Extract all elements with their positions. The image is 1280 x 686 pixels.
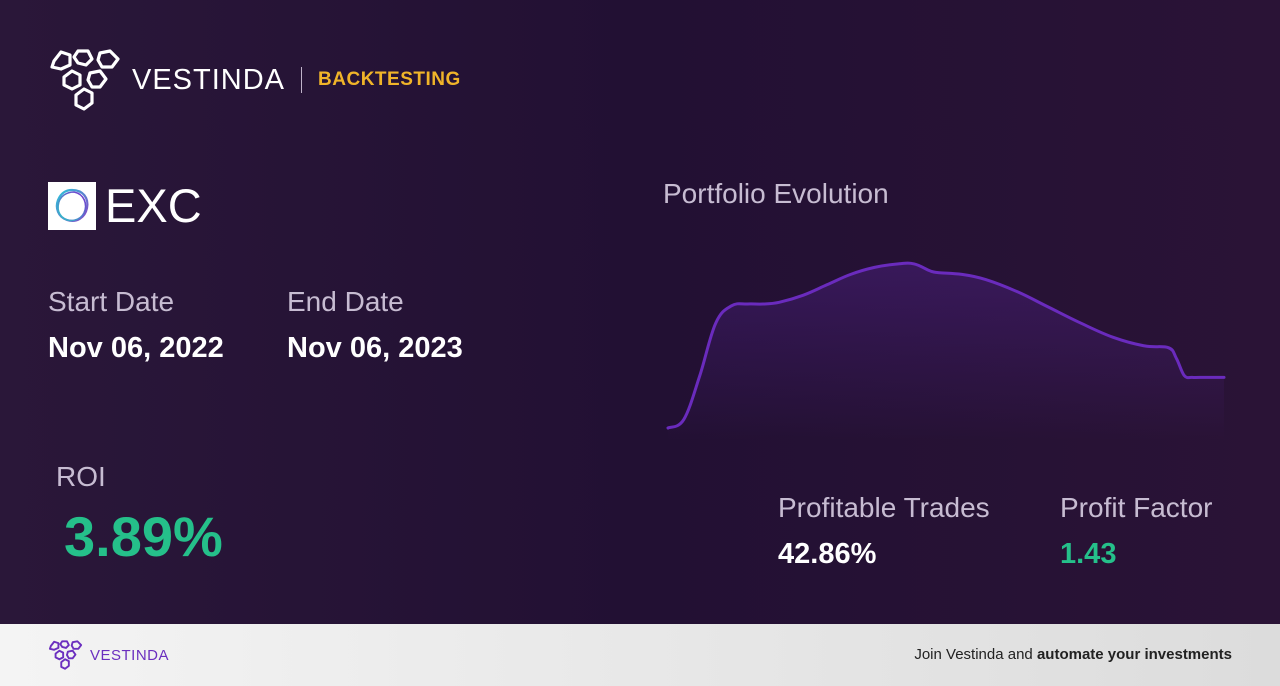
end-date-label: End Date <box>287 286 404 317</box>
profit-factor-label: Profit Factor <box>1060 492 1213 523</box>
start-date-value: Nov 06, 2022 <box>48 332 224 364</box>
series-line <box>666 261 1226 430</box>
profitable-trades-label: Profitable Trades <box>778 492 990 523</box>
footer: VESTINDA Join Vestinda and automate your… <box>0 624 1280 686</box>
vestinda-logo-icon <box>48 640 83 670</box>
ticker-symbol: EXC <box>105 179 202 232</box>
vestinda-logo-icon <box>50 49 120 111</box>
backtest-card: VESTINDA BACKTESTING EXC <box>0 0 1280 624</box>
ticker: EXC <box>48 182 202 230</box>
footer-cta-prefix: Join Vestinda and <box>914 646 1037 663</box>
profitable-trades-value: 42.86% <box>778 538 877 570</box>
portfolio-chart <box>666 261 1226 440</box>
start-date-label: Start Date <box>48 286 175 317</box>
section-label: BACKTESTING <box>318 69 461 90</box>
exelon-ring-icon <box>55 188 89 222</box>
chart-title: Portfolio Evolution <box>663 178 889 209</box>
footer-brand-name: VESTINDA <box>90 646 170 664</box>
roi-label: ROI <box>56 461 106 492</box>
footer-brand[interactable]: VESTINDA <box>48 639 169 671</box>
header-brand: VESTINDA BACKTESTING <box>48 47 461 113</box>
roi-value: 3.89% <box>64 505 223 568</box>
ticker-logo <box>48 182 96 230</box>
profit-factor-value: 1.43 <box>1060 538 1117 570</box>
brand-divider <box>301 67 303 93</box>
brand-name: VESTINDA <box>132 63 286 96</box>
chart-area <box>668 263 1224 440</box>
footer-cta-bold: automate your investments <box>1036 646 1232 663</box>
footer-cta[interactable]: Join Vestinda and automate your investme… <box>914 646 1232 663</box>
end-date-value: Nov 06, 2023 <box>287 332 463 364</box>
